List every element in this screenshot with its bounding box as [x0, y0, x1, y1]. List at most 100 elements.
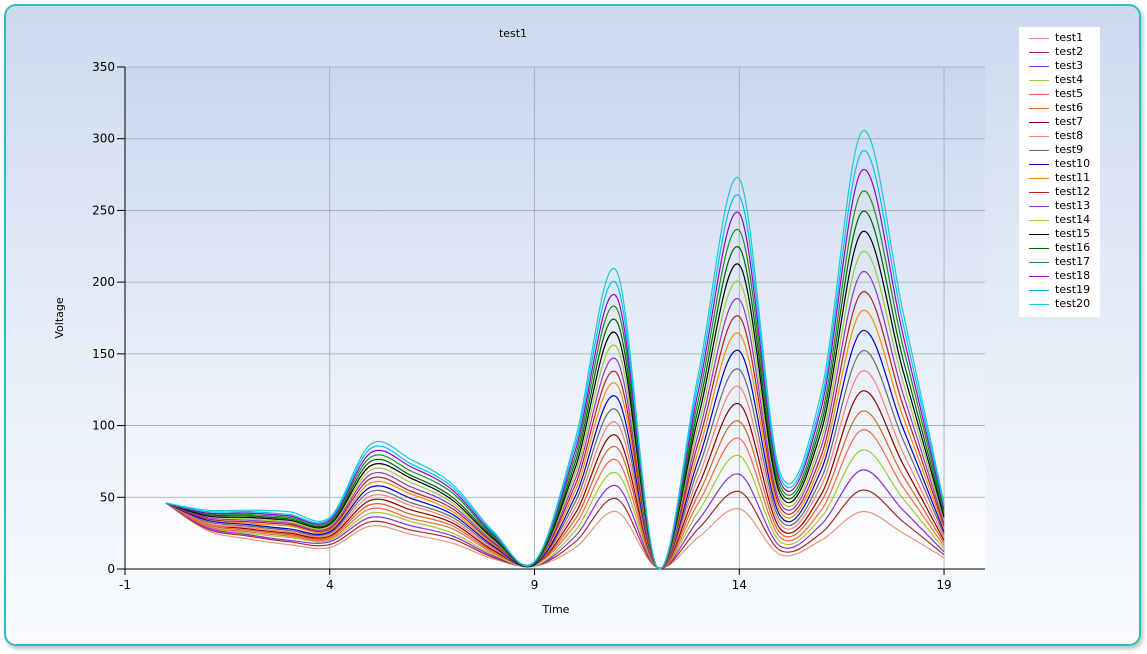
plot-area [125, 67, 985, 569]
x-axis-label: Time [542, 603, 570, 616]
y-tick-label: 150 [92, 347, 115, 361]
legend-item: test13 [1029, 199, 1090, 213]
legend-item: test19 [1029, 283, 1090, 297]
legend-swatch [1029, 135, 1049, 137]
series-line-test5 [165, 429, 945, 569]
legend-item: test12 [1029, 185, 1090, 199]
legend-label: test10 [1055, 157, 1091, 170]
series-line-test2 [165, 489, 945, 569]
legend-label: test15 [1055, 227, 1091, 240]
legend-label: test9 [1055, 143, 1084, 156]
series-line-test1 [165, 502, 945, 569]
legend-swatch [1029, 163, 1049, 165]
series-line-test8 [165, 370, 945, 569]
legend-item: test1 [1029, 31, 1083, 45]
y-tick-label: 250 [92, 203, 115, 217]
legend-item: test5 [1029, 87, 1083, 101]
series-line-test19 [165, 150, 945, 570]
legend-label: test14 [1055, 213, 1091, 226]
series-line-test14 [165, 250, 945, 570]
legend-swatch [1029, 233, 1049, 235]
legend-swatch [1029, 51, 1049, 53]
legend-label: test18 [1055, 269, 1091, 282]
legend-swatch [1029, 65, 1049, 67]
legend-item: test14 [1029, 213, 1090, 227]
legend-label: test8 [1055, 129, 1084, 142]
legend-item: test20 [1029, 297, 1090, 311]
x-tick-label: 19 [936, 578, 951, 592]
legend-swatch [1029, 303, 1049, 305]
y-tick-label: 200 [92, 275, 115, 289]
legend-label: test12 [1055, 185, 1091, 198]
y-tick-label: 50 [100, 490, 115, 504]
legend-item: test9 [1029, 143, 1083, 157]
legend-label: test19 [1055, 283, 1091, 296]
series-line-test17 [165, 190, 945, 570]
legend-item: test17 [1029, 255, 1090, 269]
legend-swatch [1029, 93, 1049, 95]
legend-swatch [1029, 205, 1049, 207]
legend-label: test13 [1055, 199, 1091, 212]
chart-title: test1 [499, 27, 527, 40]
legend-label: test5 [1055, 87, 1084, 100]
legend-label: test1 [1055, 31, 1084, 44]
legend-swatch [1029, 289, 1049, 291]
series-lines [165, 130, 945, 570]
series-line-test9 [165, 350, 945, 569]
y-axis-label: Voltage [53, 297, 66, 338]
legend-item: test11 [1029, 171, 1090, 185]
x-tick-label: 14 [732, 578, 747, 592]
legend-label: test11 [1055, 171, 1091, 184]
y-tick-label: 300 [92, 132, 115, 146]
legend-label: test20 [1055, 297, 1091, 310]
legend-item: test10 [1029, 157, 1090, 171]
legend-swatch [1029, 177, 1049, 179]
legend-item: test8 [1029, 129, 1083, 143]
y-tick-label: 350 [92, 60, 115, 74]
x-tick-label: 9 [531, 578, 539, 592]
series-line-test4 [165, 449, 945, 569]
legend-swatch [1029, 37, 1049, 39]
y-tick-label: 0 [107, 562, 115, 576]
legend-swatch [1029, 219, 1049, 221]
legend-label: test2 [1055, 45, 1084, 58]
legend-swatch [1029, 275, 1049, 277]
y-tick-label: 100 [92, 419, 115, 433]
series-line-test13 [165, 271, 945, 570]
legend-swatch [1029, 247, 1049, 249]
legend-item: test4 [1029, 73, 1083, 87]
legend-label: test3 [1055, 59, 1084, 72]
legend-swatch [1029, 149, 1049, 151]
legend-item: test7 [1029, 115, 1083, 129]
series-line-test15 [165, 230, 945, 570]
series-line-test6 [165, 410, 945, 569]
legend-label: test17 [1055, 255, 1091, 268]
legend-item: test6 [1029, 101, 1083, 115]
legend-label: test7 [1055, 115, 1084, 128]
legend-item: test16 [1029, 241, 1090, 255]
grid-lines [125, 66, 985, 569]
series-line-test20 [165, 130, 945, 570]
legend-item: test3 [1029, 59, 1083, 73]
legend-swatch [1029, 191, 1049, 193]
x-tick-label: 4 [326, 578, 334, 592]
legend-item: test15 [1029, 227, 1090, 241]
series-line-test3 [165, 469, 945, 569]
series-line-test7 [165, 390, 945, 569]
legend-swatch [1029, 79, 1049, 81]
legend: test1 test2 test3 test4 test5 test6 test7 test8… [1019, 27, 1100, 317]
legend-label: test6 [1055, 101, 1084, 114]
series-line-test12 [165, 291, 945, 570]
series-line-test18 [165, 168, 945, 570]
series-line-test10 [165, 330, 945, 569]
legend-swatch [1029, 261, 1049, 263]
legend-item: test18 [1029, 269, 1090, 283]
legend-label: test4 [1055, 73, 1084, 86]
axes: 0 50 100 150 200 250 300 350 -1 4 9 14 19 [92, 60, 985, 592]
legend-swatch [1029, 121, 1049, 123]
legend-label: test16 [1055, 241, 1091, 254]
x-tick-label: -1 [119, 578, 131, 592]
legend-swatch [1029, 107, 1049, 109]
legend-item: test2 [1029, 45, 1083, 59]
